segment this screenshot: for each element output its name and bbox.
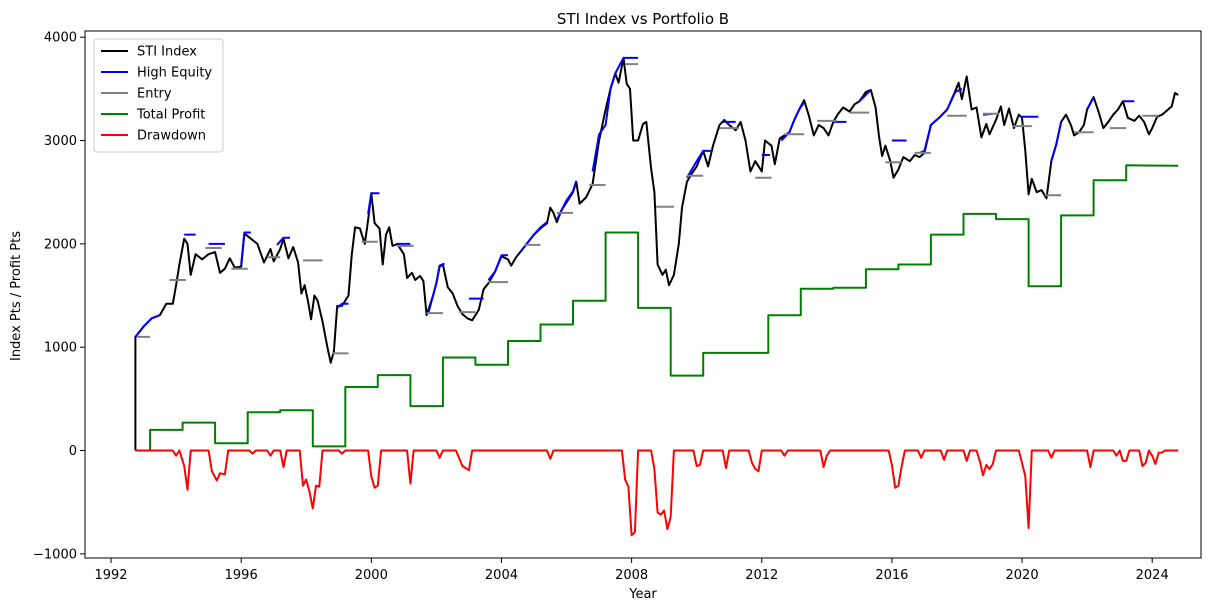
y-tick-label: 2000	[44, 237, 77, 252]
x-tick-label: 2000	[355, 568, 388, 583]
series-line-drawdown	[135, 449, 1179, 537]
series-line-sti-index	[134, 56, 1179, 451]
x-tick-label: 1992	[94, 568, 127, 583]
y-axis-label: Index Pts / Profit Pts	[9, 231, 24, 361]
series-line-entry	[137, 63, 1159, 355]
series-layer	[134, 56, 1179, 537]
series-line-total-profit	[135, 164, 1179, 452]
legend-label: High Equity	[137, 66, 212, 81]
x-tick-label: 2016	[875, 568, 908, 583]
plot-area	[84, 30, 1202, 559]
x-tick-label: 2020	[1006, 568, 1039, 583]
y-tick-label: 1000	[44, 341, 77, 356]
y-tick-label: 3000	[44, 134, 77, 149]
chart-title: STI Index vs Portfolio B	[557, 10, 729, 28]
legend: STI Index High Equity Entry Total Profit Dra…	[93, 38, 224, 153]
x-tick-label: 2004	[485, 568, 518, 583]
legend-label: Entry	[137, 87, 172, 102]
plot-frame	[84, 30, 1202, 559]
x-tick-label: 2024	[1136, 568, 1169, 583]
legend-label: Drawdown	[137, 129, 206, 144]
legend-box	[93, 38, 224, 153]
series-line-high-equity	[134, 56, 1135, 338]
x-axis-label: Year	[628, 587, 657, 602]
legend-label: STI Index	[137, 45, 197, 60]
x-tick-label: 2008	[615, 568, 648, 583]
y-axis-ticks: −1000 0 1000 2000 3000 4000	[33, 31, 85, 562]
y-tick-label: −1000	[33, 547, 77, 562]
x-tick-label: 1996	[225, 568, 258, 583]
y-tick-label: 0	[69, 444, 77, 459]
x-axis-ticks: 1992 1996 2000 2004 2008 2012 2016 2020 2024	[94, 558, 1169, 583]
x-tick-label: 2012	[745, 568, 778, 583]
legend-label: Total Profit	[136, 108, 205, 123]
y-tick-label: 4000	[44, 31, 77, 46]
